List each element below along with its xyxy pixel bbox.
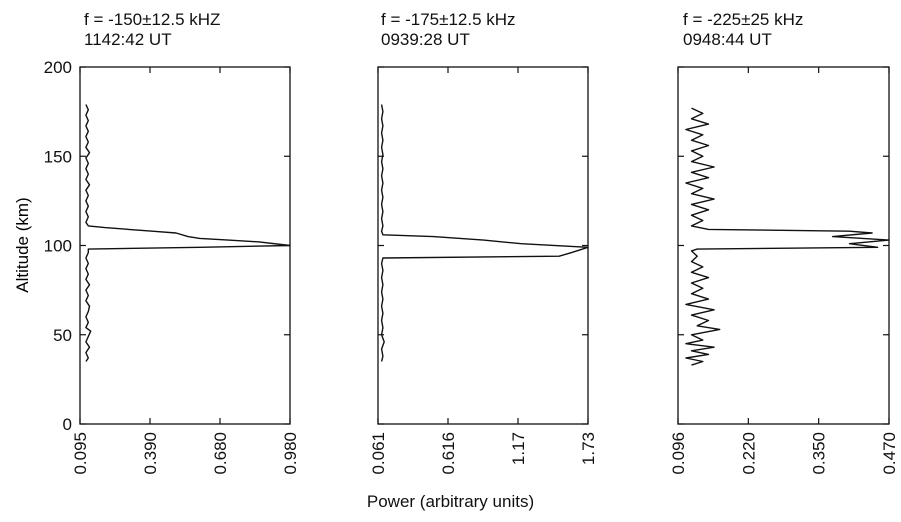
panel-1-profile-line [85,104,291,362]
panel-1-title: f = -150±12.5 kHZ [84,10,221,29]
panel-1-ytick-label-1: 50 [53,326,72,345]
panel-3-xtick-label-0: 0.096 [669,432,688,475]
panel-1-title-block: f = -150±12.5 kHZ 1142:42 UT [84,10,220,50]
panel-2-title-block: f = -175±12.5 kHz 0939:28 UT [381,10,516,50]
panel-1-ytick-label-0: 0 [63,415,72,434]
panel-3-subtitle: 0948:44 UT [683,30,772,49]
panel-3-xtick-label-1: 0.220 [739,432,758,475]
panel-2-xtick-label-2: 1.17 [509,432,528,465]
x-axis-label: Power (arbitrary units) [366,492,535,511]
y-axis-label: Altitude (km) [13,197,32,292]
panel-3-title-block: f = -225±25 kHz 0948:44 UT [683,10,803,50]
panel-3-frame [677,66,890,425]
panel-2-xtick-label-3: 1.73 [579,432,598,465]
panel-1-xtick-label-2: 0.680 [211,432,230,475]
panel-2-title: f = -175±12.5 kHz [381,10,516,29]
panel-3-title: f = -225±25 kHz [683,10,804,29]
panel-1-ytick-label-3: 150 [44,147,72,166]
panel-1-ytick-label-4: 200 [44,58,72,77]
panel-2-xtick-label-0: 0.061 [369,432,388,475]
panel-2-profile-line [380,104,589,362]
panel-1-ytick-label-2: 100 [44,237,72,256]
panel-1-xtick-label-1: 0.390 [141,432,160,475]
panel-3-xtick-label-3: 0.470 [880,432,899,475]
panel-2-xtick-label-1: 0.616 [439,432,458,475]
panel-3-profile-line [685,107,890,366]
panel-1-xtick-label-3: 0.980 [281,432,300,475]
panel-1-subtitle: 1142:42 UT [84,30,172,49]
panel-2-subtitle: 0939:28 UT [381,30,470,49]
panel-3-xtick-label-2: 0.350 [810,432,829,475]
panel-1-xtick-label-0: 0.095 [71,432,90,475]
